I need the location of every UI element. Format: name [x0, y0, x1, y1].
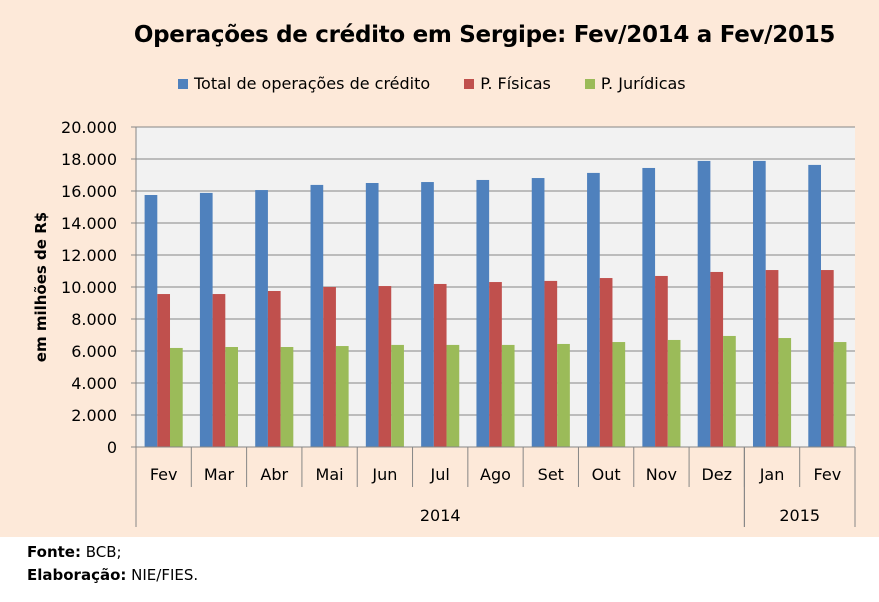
y-tick-label: 14.000	[61, 214, 117, 233]
y-tick-label: 20.000	[61, 118, 117, 137]
y-tick-label: 4.000	[71, 374, 117, 393]
chart-footer: Fonte: BCB; Elaboração: NIE/FIES.	[27, 541, 198, 587]
source-label: Fonte:	[27, 543, 81, 561]
x-group-label: 2014	[420, 506, 461, 525]
bar-total	[587, 172, 600, 448]
x-tick-label: Mar	[204, 465, 235, 484]
bar-juridicas	[723, 335, 736, 447]
legend-item-total: Total de operações de crédito	[178, 74, 430, 93]
legend-swatch-total	[178, 78, 188, 89]
bar-juridicas	[170, 347, 183, 447]
source-line: Fonte: BCB;	[27, 541, 198, 564]
x-tick-label: Jan	[759, 465, 785, 484]
credit-label: Elaboração:	[27, 566, 127, 584]
y-tick-label: 8.000	[71, 310, 117, 329]
bar-fisicas	[157, 294, 171, 447]
x-tick-label: Fev	[150, 465, 178, 484]
chart-legend: Total de operações de crédito P. Físicas…	[178, 74, 720, 93]
bar-fisicas	[599, 278, 613, 447]
y-tick-label: 6.000	[71, 342, 117, 361]
bar-juridicas	[446, 344, 460, 447]
y-tick-label: 18.000	[61, 150, 117, 169]
y-tick-label: 10.000	[61, 278, 117, 297]
y-tick-label: 12.000	[61, 246, 117, 265]
y-tick-label: 0	[107, 438, 117, 457]
x-tick-label: Set	[538, 465, 564, 484]
x-tick-label: Jun	[371, 465, 397, 484]
y-tick-label: 2.000	[71, 406, 117, 425]
bar-total	[310, 184, 324, 448]
legend-swatch-fisicas	[464, 78, 475, 89]
x-tick-label: Fev	[814, 465, 842, 484]
bar-fisicas	[212, 294, 226, 447]
bar-fisicas	[544, 280, 558, 447]
legend-label-juridicas: P. Jurídicas	[600, 74, 686, 93]
bar-juridicas	[391, 344, 404, 447]
x-tick-label: Jul	[430, 465, 450, 484]
bar-total	[697, 160, 711, 448]
legend-item-fisicas: P. Físicas	[464, 74, 551, 93]
bar-juridicas	[612, 342, 626, 447]
y-tick-label: 16.000	[61, 182, 117, 201]
bar-fisicas	[710, 271, 724, 447]
bar-total	[752, 160, 766, 448]
x-tick-label: Dez	[701, 465, 732, 484]
legend-label-fisicas: P. Físicas	[480, 74, 551, 93]
bar-juridicas	[280, 347, 294, 447]
bar-fisicas	[655, 275, 668, 447]
bar-fisicas	[433, 283, 447, 447]
credit-line: Elaboração: NIE/FIES.	[27, 564, 198, 587]
x-tick-label: Mai	[316, 465, 344, 484]
legend-label-total: Total de operações de crédito	[194, 74, 431, 93]
bar-total	[421, 182, 434, 448]
bar-juridicas	[778, 338, 792, 447]
bar-fisicas	[765, 270, 779, 447]
chart-title: Operações de crédito em Sergipe: Fev/201…	[133, 22, 836, 48]
bar-total	[476, 179, 490, 447]
chart-area: 0 2.000 4.000 6.000 8.000 10.000 12.000 14.000 1…	[0, 0, 879, 537]
legend-item-juridicas: P. Jurídicas	[584, 74, 686, 93]
x-group-label: 2015	[779, 506, 820, 525]
bar-juridicas	[335, 346, 349, 447]
source-value: BCB;	[80, 543, 122, 561]
x-tick-label: Nov	[646, 465, 677, 484]
bar-total	[365, 183, 379, 447]
bar-fisicas	[820, 270, 834, 447]
bar-total	[199, 192, 213, 447]
bar-juridicas	[667, 339, 681, 447]
bar-total	[531, 178, 545, 448]
y-axis-label: em milhões de R$	[32, 211, 50, 363]
bar-total	[808, 164, 821, 448]
chart-plot: 0 2.000 4.000 6.000 8.000 10.000 12.000 14.000 1…	[61, 118, 856, 527]
bar-fisicas	[378, 286, 392, 447]
bar-fisicas	[267, 291, 281, 447]
bar-total	[642, 167, 656, 447]
x-tick-label: Out	[592, 465, 621, 484]
bar-juridicas	[557, 343, 570, 447]
credit-value: NIE/FIES.	[126, 566, 199, 584]
bar-fisicas	[323, 287, 336, 447]
bar-juridicas	[225, 347, 239, 447]
x-tick-label: Ago	[480, 465, 511, 484]
bar-total	[144, 195, 158, 447]
legend-swatch-juridicas	[584, 78, 595, 89]
bar-total	[255, 190, 268, 448]
bar-juridicas	[833, 342, 847, 447]
bar-juridicas	[501, 344, 515, 447]
x-tick-label: Abr	[260, 465, 288, 484]
bar-fisicas	[489, 282, 502, 447]
